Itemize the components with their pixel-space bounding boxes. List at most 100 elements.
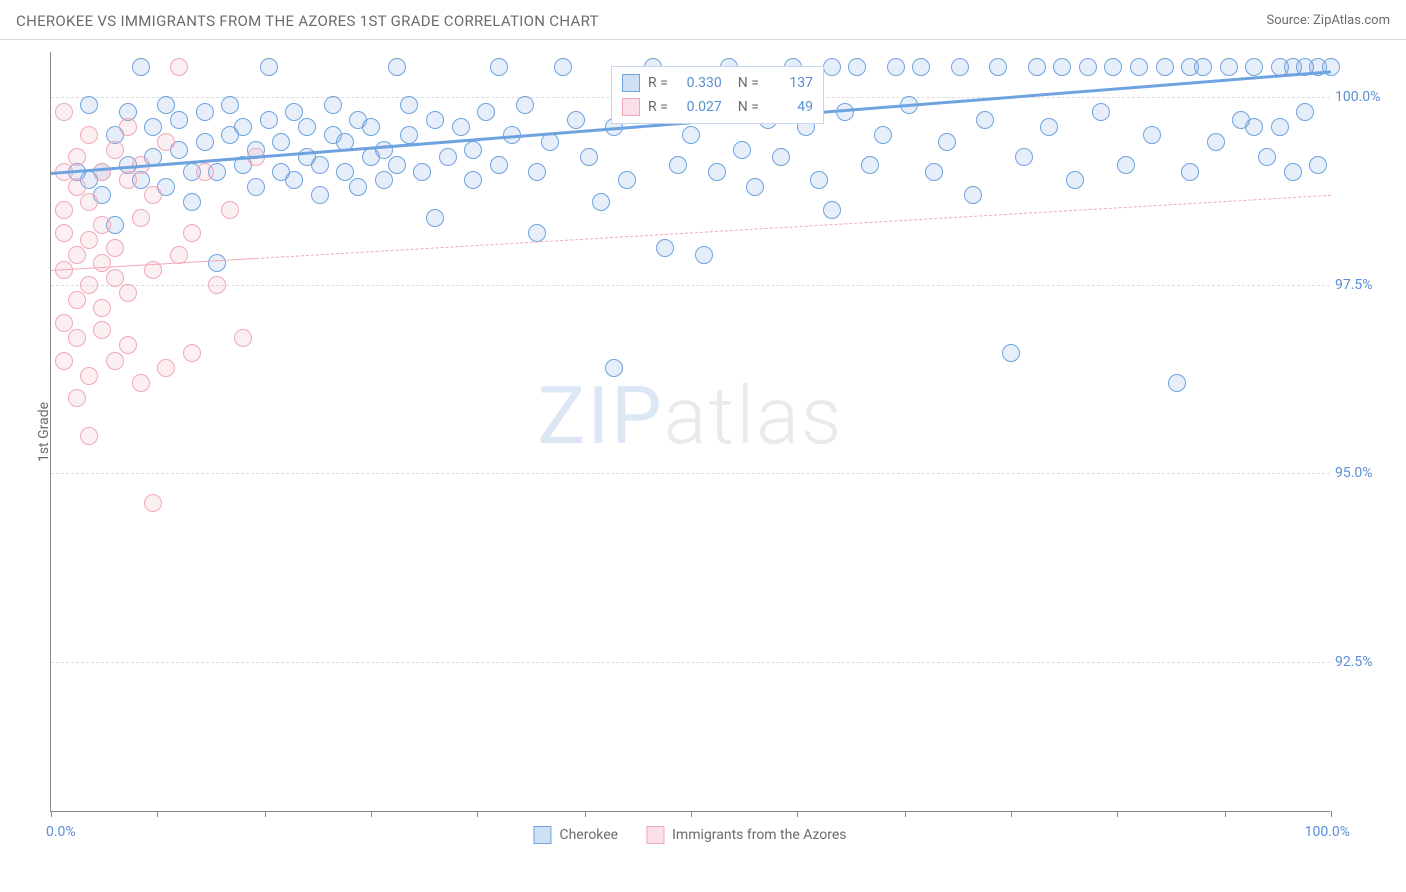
data-point: [80, 193, 98, 211]
data-point: [541, 133, 559, 151]
data-point: [68, 291, 86, 309]
data-point: [183, 224, 201, 242]
data-point: [580, 148, 598, 166]
data-point: [887, 58, 905, 76]
data-point: [388, 156, 406, 174]
data-point: [68, 246, 86, 264]
data-point: [119, 336, 137, 354]
y-tick-label: 95.0%: [1335, 465, 1395, 481]
data-point: [55, 224, 73, 242]
data-point: [1245, 58, 1263, 76]
watermark: ZIPatlas: [537, 369, 843, 463]
data-point: [1309, 156, 1327, 174]
data-point: [80, 367, 98, 385]
x-tick: [157, 811, 158, 817]
data-point: [1143, 126, 1161, 144]
r-value: 0.330: [676, 71, 722, 95]
data-point: [452, 118, 470, 136]
data-point: [964, 186, 982, 204]
data-point: [874, 126, 892, 144]
x-tick: [905, 811, 906, 817]
data-point: [183, 193, 201, 211]
data-point: [1220, 58, 1238, 76]
x-tick: [371, 811, 372, 817]
data-point: [413, 163, 431, 181]
data-point: [157, 359, 175, 377]
data-point: [938, 133, 956, 151]
n-label: N =: [738, 95, 759, 119]
data-point: [656, 239, 674, 257]
data-point: [260, 111, 278, 129]
data-point: [221, 201, 239, 219]
data-point: [528, 224, 546, 242]
data-point: [464, 141, 482, 159]
data-point: [1296, 103, 1314, 121]
data-point: [55, 314, 73, 332]
data-point: [80, 276, 98, 294]
data-point: [285, 171, 303, 189]
data-point: [477, 103, 495, 121]
x-axis-max-label: 100.0%: [1305, 824, 1350, 840]
data-point: [1066, 171, 1084, 189]
data-point: [1053, 58, 1071, 76]
x-axis-min-label: 0.0%: [46, 824, 76, 840]
data-point: [68, 178, 86, 196]
data-point: [93, 321, 111, 339]
data-point: [93, 163, 111, 181]
x-tick: [1331, 811, 1332, 817]
data-point: [68, 389, 86, 407]
gridline: [51, 662, 1330, 663]
series-swatch: [622, 98, 640, 116]
data-point: [221, 96, 239, 114]
data-point: [311, 186, 329, 204]
data-point: [208, 276, 226, 294]
data-point: [1104, 58, 1122, 76]
x-tick: [691, 811, 692, 817]
data-point: [1284, 163, 1302, 181]
x-tick: [1225, 811, 1226, 817]
data-point: [554, 58, 572, 76]
data-point: [951, 58, 969, 76]
data-point: [1028, 58, 1046, 76]
chart-area: ZIPatlas 92.5%95.0%97.5%100.0%R =0.330N …: [50, 52, 1330, 812]
data-point: [68, 329, 86, 347]
data-point: [925, 163, 943, 181]
data-point: [1181, 58, 1199, 76]
chart-legend: CherokeeImmigrants from the Azores: [533, 826, 846, 844]
data-point: [772, 148, 790, 166]
data-point: [260, 58, 278, 76]
x-tick: [1117, 811, 1118, 817]
watermark-zip: ZIP: [537, 369, 663, 463]
r-label: R =: [648, 71, 668, 95]
data-point: [695, 246, 713, 264]
data-point: [848, 58, 866, 76]
data-point: [605, 359, 623, 377]
data-point: [708, 163, 726, 181]
data-point: [80, 427, 98, 445]
data-point: [106, 269, 124, 287]
data-point: [144, 494, 162, 512]
data-point: [55, 201, 73, 219]
data-point: [132, 209, 150, 227]
data-point: [682, 126, 700, 144]
chart-title: CHEROKEE VS IMMIGRANTS FROM THE AZORES 1…: [16, 12, 599, 30]
data-point: [196, 133, 214, 151]
data-point: [80, 231, 98, 249]
data-point: [669, 156, 687, 174]
data-point: [1040, 118, 1058, 136]
chart-source: Source: ZipAtlas.com: [1266, 13, 1390, 28]
data-point: [80, 96, 98, 114]
data-point: [311, 156, 329, 174]
data-point: [80, 126, 98, 144]
data-point: [298, 118, 316, 136]
data-point: [106, 141, 124, 159]
gridline: [51, 473, 1330, 474]
data-point: [439, 148, 457, 166]
data-point: [1258, 148, 1276, 166]
data-point: [528, 163, 546, 181]
x-tick: [265, 811, 266, 817]
x-tick: [51, 811, 52, 817]
n-value: 49: [767, 95, 813, 119]
data-point: [234, 329, 252, 347]
data-point: [170, 58, 188, 76]
